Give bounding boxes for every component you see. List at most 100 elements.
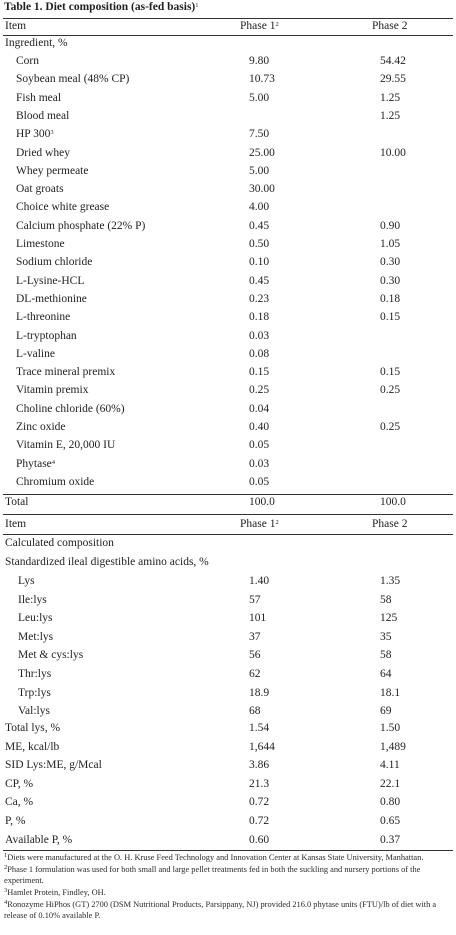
ingredient-row: Calcium phosphate (22% P) 0.45 0.90 [0,220,456,238]
row-label: ME, kcal/lb [5,740,60,753]
phase-1-value: 5.00 [249,91,270,104]
ingredient-row: Phytase4 0.03 [0,458,456,476]
phase-2-value: 0.90 [380,219,401,232]
phase-2-value: 0.25 [380,421,401,433]
phase-2-value: 54.42 [380,55,406,67]
phase-1-value: 0.50 [249,238,270,250]
phase-2-value: 125 [380,612,398,625]
row-label: Met:lys [18,630,54,643]
row-label: Trp:lys [18,686,51,699]
phase-1-value: 0.05 [249,475,270,488]
row-label: Vitamin E, 20,000 IU [16,439,116,452]
footnote: 1Diets were manufactured at the O. H. Kr… [4,852,424,862]
phase-2-value: 0.65 [380,815,401,827]
rule-header-1 [3,35,453,36]
phase-2-value: 0.30 [380,274,401,287]
row-label: Dried whey [16,146,70,159]
phase-2-value: 0.18 [380,292,401,305]
amino-acid-row: Thr:lys 62 64 [0,668,456,686]
ingredient-row: Whey permeate 5.00 [0,165,456,183]
row-label: Val:lys [18,705,50,718]
amino-acid-row: Leu:lys 101 125 [0,612,456,630]
row-label: L-tryptophan [16,329,77,342]
phase-1-value: 0.72 [249,815,270,827]
composition-row: SID Lys:ME, g/Mcal 3.86 4.11 [0,759,456,777]
phase-2-value: 4.11 [380,759,400,772]
row-label: Sodium chloride [16,256,93,269]
phase-1-value: 1.40 [249,575,270,587]
row-label: Vitamin premix [16,384,89,397]
ingredient-row: Fish meal 5.00 1.25 [0,92,456,110]
ingredient-row: HP 3003 7.50 [0,128,456,146]
ingredient-row: Oat groats 30.00 [0,183,456,201]
header-row-2: Item Phase 12 Phase 2 [5,518,408,530]
phase-1-value: 57 [249,593,261,606]
row-label: Whey permeate [16,164,89,177]
row-label: DL-methionine [16,292,87,305]
ingredient-row: Vitamin premix 0.25 0.25 [0,384,456,402]
phase-1-value: 0.45 [249,219,270,232]
phase-1-value: 21.3 [249,777,270,790]
ingredient-row: Sodium chloride 0.10 0.30 [0,256,456,274]
phase-2-value: 0.15 [380,366,401,379]
row-label: Fish meal [16,91,62,104]
phase-1-value: 30.00 [249,183,275,196]
row-label: Choice white grease [16,201,110,214]
phase-1-value: 56 [249,649,261,662]
phase-2-value: 1.05 [380,238,401,250]
phase-2-value: 0.15 [380,311,401,324]
phase-2-value: 0.30 [380,256,401,269]
row-label: L-valine [16,347,55,360]
ingredient-row: Chromium oxide 0.05 [0,476,456,494]
ingredient-row: L-tryptophan 0.03 [0,330,456,348]
phase-2-value: 18.1 [380,686,401,699]
row-label: Ca, % [5,796,34,809]
ingredient-row: Zinc oxide 0.40 0.25 [0,421,456,439]
composition-row: Ca, % 0.72 0.80 [0,796,456,814]
row-label: Corn [16,55,39,67]
row-label: HP 3003 [16,128,54,141]
phase-1-value: 9.80 [249,55,270,67]
ingredient-row: L-threonine 0.18 0.15 [0,311,456,329]
phase-2-value: 0.37 [380,833,401,846]
phase-2-value: 0.25 [380,384,401,397]
phase-1-value: 0.15 [249,366,270,379]
composition-row: P, % 0.72 0.65 [0,815,456,833]
ingredient-row: Corn 9.80 54.42 [0,55,456,73]
row-label: L-threonine [16,311,71,324]
phase-2-value: 29.55 [380,73,406,86]
phase-1-value: 0.23 [249,292,270,305]
phase-1-value: 0.05 [249,439,270,452]
phase-1-value: 0.25 [249,384,270,397]
phase-2-value: 1,489 [380,740,406,753]
row-label: CP, % [5,777,34,790]
ingredient-row: Blood meal 1.25 [0,110,456,128]
row-label: Met & cys:lys [18,649,84,662]
amino-acid-row: Met:lys 37 35 [0,631,456,649]
ingredient-row: Trace mineral premix 0.15 0.15 [0,366,456,384]
row-label: Calcium phosphate (22% P) [16,219,146,232]
phase-2-value: 0.80 [380,796,401,809]
ingredient-row: Choline chloride (60%) 0.04 [0,403,456,421]
footnote: 2Phase 1 formulation was used for both s… [4,864,421,885]
row-label: Leu:lys [18,612,53,625]
phase-1-value: 0.08 [249,347,270,360]
row-label: Thr:lys [18,668,52,680]
phase-1-value: 0.18 [249,311,270,324]
ingredient-row: Limestone 0.50 1.05 [0,238,456,256]
phase-1-value: 7.50 [249,128,270,141]
phase-2-value: 1.35 [380,575,401,587]
section-sid: Standardized ileal digestible amino acid… [5,556,209,568]
phase-2-value: 1.25 [380,91,401,104]
row-label: Ile:lys [18,593,47,606]
row-label: SID Lys:ME, g/Mcal [5,759,102,772]
phase-1-value: 0.40 [249,421,270,433]
phase-1-value: 62 [249,668,261,680]
ingredient-row: DL-methionine 0.23 0.18 [0,293,456,311]
total-row: Total 100.0 100.0 [5,496,406,508]
phase-2-value: 22.1 [380,777,401,790]
rule-bottom [3,850,453,851]
phase-2-value: 10.00 [380,146,406,159]
row-label: P, % [5,815,26,827]
